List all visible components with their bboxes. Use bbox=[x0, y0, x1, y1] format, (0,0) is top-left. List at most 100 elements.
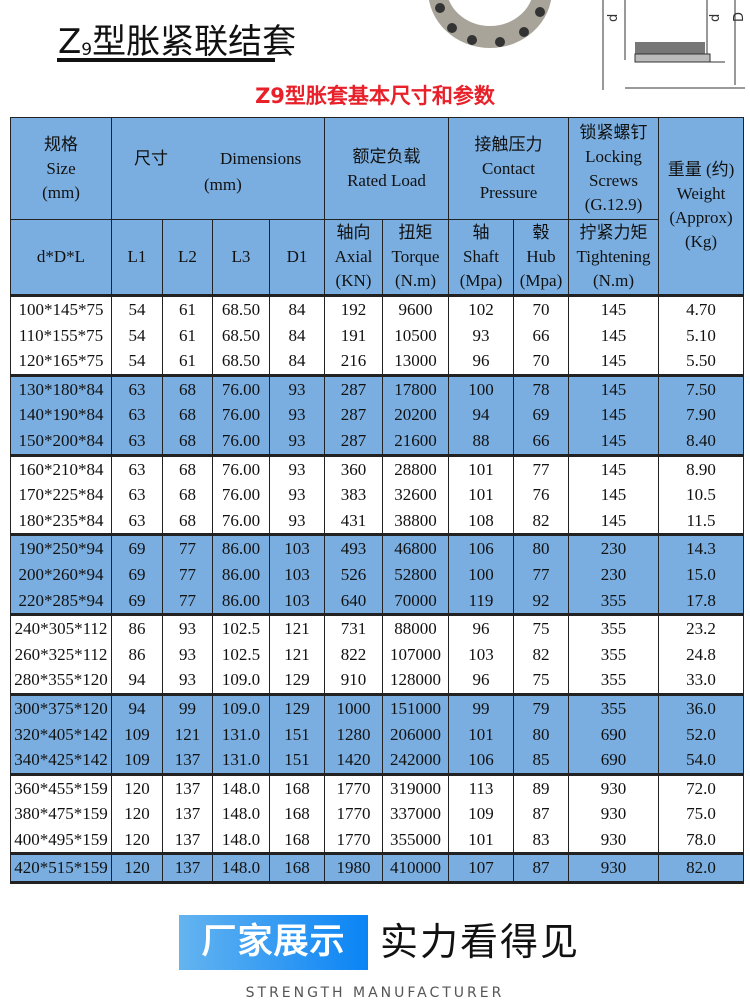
cell-size: 160*210*84 bbox=[10, 453, 112, 483]
cell-axial: 1770 bbox=[324, 772, 383, 802]
cell-weight: 4.70 bbox=[658, 293, 744, 323]
cell-l1: 63 bbox=[111, 427, 163, 457]
table-row: 320*405*142 109 121 131.0 151 1280 206000 101 80… bbox=[10, 721, 744, 748]
cell-size: 360*455*159 bbox=[10, 772, 112, 802]
cell-tightening: 930 bbox=[568, 826, 659, 856]
cell-shaft: 99 bbox=[448, 692, 514, 722]
table-row: 240*305*112 86 93 102.5 121 731 88000 96 75 355 23… bbox=[10, 613, 744, 642]
cell-l3: 76.00 bbox=[212, 427, 270, 457]
cell-hub: 82 bbox=[513, 641, 569, 668]
cell-l3: 76.00 bbox=[212, 482, 270, 508]
table-row: 400*495*159 120 137 148.0 168 1770 355000 101 83… bbox=[10, 826, 744, 856]
cell-l1: 63 bbox=[111, 453, 163, 483]
cell-size: 200*260*94 bbox=[10, 561, 112, 588]
cell-d1: 121 bbox=[269, 613, 325, 642]
cell-size: 240*305*112 bbox=[10, 613, 112, 642]
cell-tightening: 930 bbox=[568, 801, 659, 827]
cell-l2: 137 bbox=[162, 747, 213, 776]
cell-shaft: 101 bbox=[448, 453, 514, 483]
cell-l1: 86 bbox=[111, 613, 163, 642]
cell-shaft: 101 bbox=[448, 826, 514, 856]
cell-l3: 131.0 bbox=[212, 721, 270, 748]
cell-axial: 191 bbox=[324, 322, 383, 349]
cell-size: 190*250*94 bbox=[10, 533, 112, 562]
cell-weight: 11.5 bbox=[658, 507, 744, 537]
header-axial: 轴向 Axial (KN) bbox=[324, 219, 383, 296]
cell-weight: 5.50 bbox=[658, 348, 744, 377]
header-contact-pressure: 接触压力 Contact Pressure bbox=[448, 117, 569, 220]
cell-l2: 137 bbox=[162, 852, 213, 885]
title-rest: 型胀紧联结套 bbox=[92, 22, 297, 62]
cell-size: 420*515*159 bbox=[10, 852, 112, 885]
cell-torque: 355000 bbox=[382, 826, 449, 856]
cell-l2: 68 bbox=[162, 427, 213, 457]
cell-hub: 82 bbox=[513, 507, 569, 537]
table-row: 380*475*159 120 137 148.0 168 1770 337000 109 87… bbox=[10, 801, 744, 827]
cell-l2: 68 bbox=[162, 482, 213, 508]
cell-weight: 72.0 bbox=[658, 772, 744, 802]
cell-axial: 431 bbox=[324, 507, 383, 537]
cell-hub: 77 bbox=[513, 453, 569, 483]
cell-d1: 129 bbox=[269, 692, 325, 722]
cell-d1: 129 bbox=[269, 667, 325, 696]
cell-tightening: 145 bbox=[568, 348, 659, 377]
cell-hub: 89 bbox=[513, 772, 569, 802]
cell-l3: 86.00 bbox=[212, 561, 270, 588]
cell-shaft: 113 bbox=[448, 772, 514, 802]
cell-l3: 68.50 bbox=[212, 348, 270, 377]
cell-tightening: 355 bbox=[568, 692, 659, 722]
cell-axial: 822 bbox=[324, 641, 383, 668]
cell-d1: 103 bbox=[269, 587, 325, 617]
cell-l3: 109.0 bbox=[212, 692, 270, 722]
cell-l1: 120 bbox=[111, 772, 163, 802]
row-group: 160*210*84 63 68 76.00 93 360 28800 101 77 145 8.9… bbox=[10, 453, 744, 537]
cell-hub: 78 bbox=[513, 373, 569, 403]
cell-weight: 24.8 bbox=[658, 641, 744, 668]
cell-shaft: 100 bbox=[448, 561, 514, 588]
row-group: 130*180*84 63 68 76.00 93 287 17800 100 78 145 7.5… bbox=[10, 373, 744, 457]
header-L1: L1 bbox=[111, 219, 163, 296]
cell-torque: 32600 bbox=[382, 482, 449, 508]
cell-torque: 410000 bbox=[382, 852, 449, 885]
cell-d1: 168 bbox=[269, 852, 325, 885]
cell-l3: 131.0 bbox=[212, 747, 270, 776]
cell-l2: 137 bbox=[162, 801, 213, 827]
cell-torque: 13000 bbox=[382, 348, 449, 377]
table-row: 180*235*84 63 68 76.00 93 431 38800 108 82 145 11.… bbox=[10, 507, 744, 537]
cell-l3: 148.0 bbox=[212, 852, 270, 885]
table-row: 420*515*159 120 137 148.0 168 1980 410000 107 87… bbox=[10, 852, 744, 885]
cell-weight: 23.2 bbox=[658, 613, 744, 642]
cell-l3: 76.00 bbox=[212, 402, 270, 428]
table-row: 150*200*84 63 68 76.00 93 287 21600 88 66 145 8.40 bbox=[10, 427, 744, 457]
cell-d1: 93 bbox=[269, 427, 325, 457]
cell-torque: 128000 bbox=[382, 667, 449, 696]
cell-size: 380*475*159 bbox=[10, 801, 112, 827]
cell-l1: 54 bbox=[111, 322, 163, 349]
cell-weight: 7.50 bbox=[658, 373, 744, 403]
cell-tightening: 230 bbox=[568, 561, 659, 588]
cell-d1: 84 bbox=[269, 322, 325, 349]
cell-axial: 526 bbox=[324, 561, 383, 588]
cell-hub: 79 bbox=[513, 692, 569, 722]
cell-size: 140*190*84 bbox=[10, 402, 112, 428]
table-row: 170*225*84 63 68 76.00 93 383 32600 101 76 145 10.… bbox=[10, 482, 744, 508]
table-row: 360*455*159 120 137 148.0 168 1770 319000 113 89… bbox=[10, 772, 744, 802]
cell-l3: 102.5 bbox=[212, 613, 270, 642]
cell-torque: 21600 bbox=[382, 427, 449, 457]
cell-d1: 93 bbox=[269, 373, 325, 403]
cell-l3: 86.00 bbox=[212, 587, 270, 617]
cell-weight: 82.0 bbox=[658, 852, 744, 885]
drawing-label-d2: d bbox=[708, 14, 723, 22]
header-L3: L3 bbox=[212, 219, 270, 296]
table-row: 140*190*84 63 68 76.00 93 287 20200 94 69 145 7.90 bbox=[10, 402, 744, 428]
cell-l1: 120 bbox=[111, 852, 163, 885]
cell-d1: 168 bbox=[269, 826, 325, 856]
spec-table: 规格 Size (mm) 尺寸 Dimensions (mm) 额定负载 Rated Lo… bbox=[10, 117, 744, 885]
cell-d1: 93 bbox=[269, 453, 325, 483]
drawing-label-d: d bbox=[606, 14, 621, 22]
cell-d1: 84 bbox=[269, 348, 325, 377]
cell-shaft: 96 bbox=[448, 613, 514, 642]
cell-l1: 63 bbox=[111, 402, 163, 428]
table-row: 130*180*84 63 68 76.00 93 287 17800 100 78 145 7.5… bbox=[10, 373, 744, 403]
cell-l3: 102.5 bbox=[212, 641, 270, 668]
